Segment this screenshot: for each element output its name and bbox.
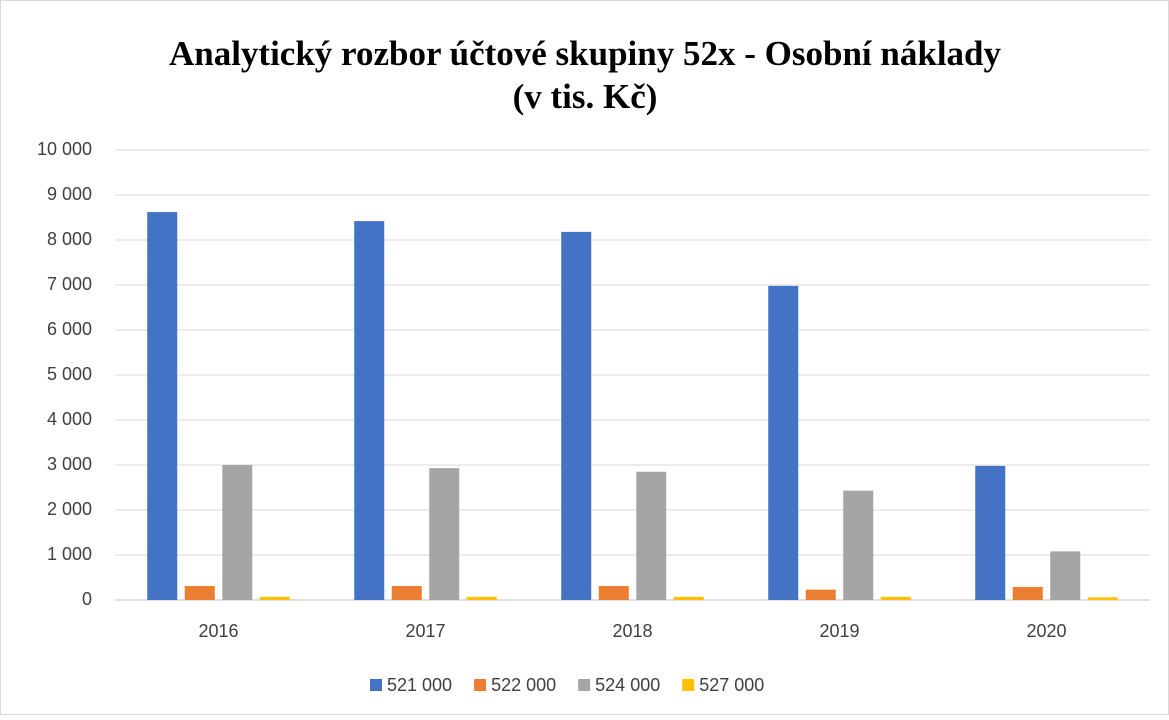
- bar: [1087, 597, 1118, 600]
- y-tick-label: 8 000: [47, 229, 92, 249]
- bar: [805, 589, 836, 600]
- bar: [673, 596, 704, 600]
- bar: [429, 468, 460, 600]
- bar: [222, 465, 253, 600]
- bar: [636, 471, 667, 600]
- y-tick-label: 1 000: [47, 544, 92, 564]
- bar: [354, 221, 385, 600]
- y-tick-label: 6 000: [47, 319, 92, 339]
- legend-swatch: [474, 679, 487, 691]
- bar: [466, 596, 497, 600]
- legend-swatch: [682, 679, 695, 691]
- y-tick-label: 5 000: [47, 364, 92, 384]
- legend-label: 527 000: [699, 675, 764, 695]
- legend-swatch: [370, 679, 382, 691]
- bar: [561, 231, 592, 600]
- legend-swatch: [578, 679, 591, 691]
- bar: [880, 596, 911, 600]
- x-tick-label: 2018: [612, 621, 652, 641]
- chart-title: (v tis. Kč): [513, 77, 658, 116]
- bar: [768, 285, 799, 600]
- y-tick-label: 0: [82, 589, 92, 609]
- x-tick-label: 2020: [1026, 621, 1066, 641]
- bar: [1012, 586, 1043, 600]
- bar: [391, 586, 422, 600]
- bar: [975, 465, 1006, 600]
- x-tick-label: 2016: [198, 621, 238, 641]
- bar: [1050, 551, 1081, 600]
- y-tick-label: 3 000: [47, 454, 92, 474]
- y-tick-label: 4 000: [47, 409, 92, 429]
- y-tick-label: 10 000: [37, 139, 92, 159]
- x-tick-label: 2019: [819, 621, 859, 641]
- legend-label: 522 000: [491, 675, 556, 695]
- bar: [259, 596, 290, 600]
- y-tick-label: 2 000: [47, 499, 92, 519]
- bar: [147, 212, 178, 600]
- legend-label: 521 000: [387, 675, 452, 695]
- y-tick-label: 7 000: [47, 274, 92, 294]
- chart-title: Analytický rozbor účtové skupiny 52x - O…: [169, 34, 1002, 73]
- y-tick-label: 9 000: [47, 184, 92, 204]
- x-tick-label: 2017: [405, 621, 445, 641]
- bar: [184, 586, 215, 600]
- legend-label: 524 000: [595, 675, 660, 695]
- bar: [598, 586, 629, 600]
- bar: [843, 490, 874, 600]
